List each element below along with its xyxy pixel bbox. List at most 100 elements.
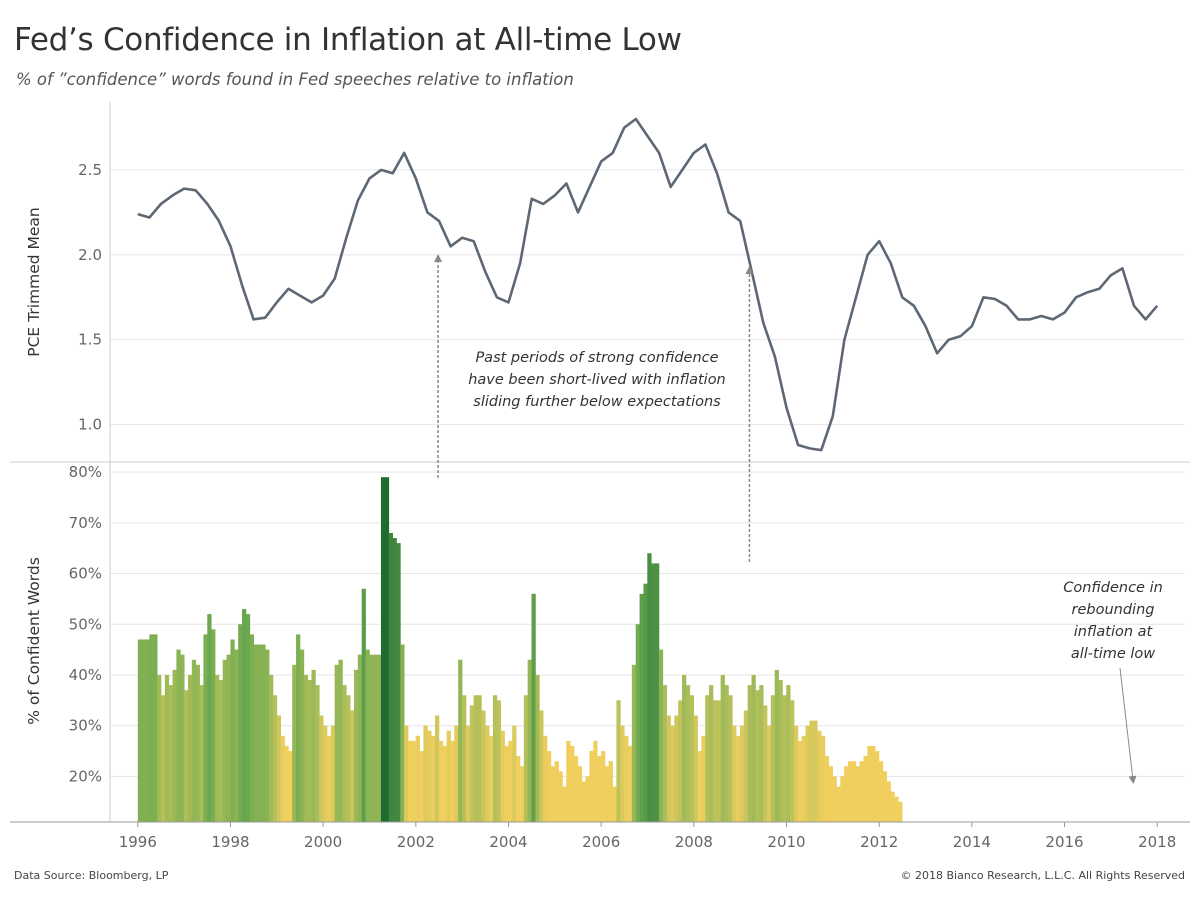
confident-words-bar <box>311 669 316 822</box>
confident-words-bar <box>153 634 158 822</box>
confident-words-bar <box>184 690 189 822</box>
confident-words-bar <box>832 776 837 822</box>
confident-words-bar <box>739 725 745 822</box>
confident-words-bar <box>658 649 664 822</box>
confident-words-bar <box>697 751 702 822</box>
confident-words-bar <box>643 583 648 822</box>
confident-words-bar <box>743 710 749 822</box>
confident-words-bar <box>712 700 718 822</box>
right-annotation-line: rebounding <box>1072 602 1155 618</box>
data-source-note: Data Source: Bloomberg, LP <box>14 869 169 882</box>
confident-words-bar <box>566 740 571 822</box>
confident-words-bar <box>763 705 768 822</box>
confident-words-bar <box>716 700 722 822</box>
confident-words-bar <box>176 649 181 822</box>
confident-words-bar <box>218 680 224 822</box>
confident-words-bar <box>191 659 197 822</box>
confident-words-bar <box>550 766 556 822</box>
confident-words-bar <box>249 634 254 822</box>
confident-words-bar <box>828 766 833 822</box>
confident-words-bar <box>759 685 764 822</box>
confident-words-bar <box>543 735 548 822</box>
confident-words-bar <box>848 761 853 822</box>
confident-words-bar <box>303 674 309 822</box>
confident-words-bar <box>778 680 783 822</box>
confident-words-bar <box>489 735 494 822</box>
confident-words-bar <box>145 639 150 822</box>
confident-words-bar <box>600 751 606 822</box>
confident-words-bar <box>226 654 231 822</box>
confident-words-bar <box>581 781 586 822</box>
confident-words-bar <box>492 695 498 822</box>
confident-words-bar <box>770 695 776 822</box>
confident-words-bar <box>824 756 830 822</box>
confident-words-bar <box>531 593 536 822</box>
confident-words-bar <box>836 786 841 822</box>
confident-words-bar <box>284 745 289 822</box>
bottom-y-tick-label: 50% <box>69 615 102 633</box>
confident-words-bar <box>323 725 328 822</box>
confident-words-bar <box>292 664 297 822</box>
confident-words-bar <box>639 593 644 822</box>
confident-words-bar <box>435 715 440 822</box>
confident-words-bar <box>431 735 436 822</box>
confident-words-bar <box>334 664 339 822</box>
confident-words-bar <box>844 766 849 822</box>
confident-words-bar <box>180 654 185 822</box>
confident-words-bar <box>546 751 552 822</box>
confident-words-bar <box>755 690 760 822</box>
confident-words-bar <box>299 649 305 822</box>
confident-words-bar <box>627 745 633 822</box>
confident-words-bar <box>898 801 903 822</box>
confident-words-bar <box>319 715 324 822</box>
confident-words-bar <box>786 685 791 822</box>
confident-words-bar <box>477 695 482 822</box>
confident-words-bar <box>662 685 667 822</box>
confident-words-bar <box>407 740 413 822</box>
confident-words-bar <box>890 791 895 822</box>
tick-labels: 1.0 1.5 2.0 2.5 20% 30% 40% 50% 60% 70% 80% 1996 199… <box>25 161 1176 851</box>
confident-words-bar <box>207 614 212 822</box>
confident-words-bar <box>689 695 695 822</box>
confident-words-bar <box>411 740 417 822</box>
confident-words-bar <box>392 538 397 822</box>
confident-words-bar <box>682 674 687 822</box>
confident-words-bar <box>288 751 293 822</box>
confident-words-bar <box>724 685 729 822</box>
confident-words-bar <box>438 740 444 822</box>
confident-words-bar <box>214 674 220 822</box>
confident-words-bar <box>496 700 502 822</box>
confident-words-bar <box>678 700 683 822</box>
confident-words-bar <box>782 695 787 822</box>
confident-words-bar <box>554 761 559 822</box>
confident-words-bar <box>137 639 143 822</box>
confident-words-bar <box>604 766 610 822</box>
confident-words-bar <box>377 654 382 822</box>
bottom-y-tick-label: 40% <box>69 666 102 684</box>
confident-words-bar <box>234 649 239 822</box>
copyright-note: © 2018 Bianco Research, L.L.C. All Right… <box>900 869 1185 882</box>
confident-words-bar <box>732 725 737 822</box>
confident-words-bar <box>462 695 467 822</box>
confident-words-bar <box>160 695 166 822</box>
confident-words-bar <box>705 695 710 822</box>
confident-words-bar <box>473 695 478 822</box>
pce-trimmed-mean-line <box>137 117 1159 452</box>
confident-words-bar <box>859 761 864 822</box>
confident-words-bar <box>766 725 772 822</box>
confident-words-bar <box>296 634 301 822</box>
x-tick-label: 2018 <box>1138 833 1176 851</box>
confident-words-bar <box>867 745 872 822</box>
confident-words-bar <box>720 674 725 822</box>
confident-words-bar <box>211 629 216 822</box>
confident-words-bar <box>272 695 278 822</box>
confident-words-bar <box>635 624 640 822</box>
confident-words-bar <box>504 745 509 822</box>
confident-words-bar <box>257 644 262 822</box>
confident-words-bar <box>280 735 285 822</box>
top-y-tick-label: 1.5 <box>78 331 102 349</box>
confident-words-bar <box>539 710 544 822</box>
confident-words-bar <box>265 649 270 822</box>
confident-words-bar <box>612 786 617 822</box>
